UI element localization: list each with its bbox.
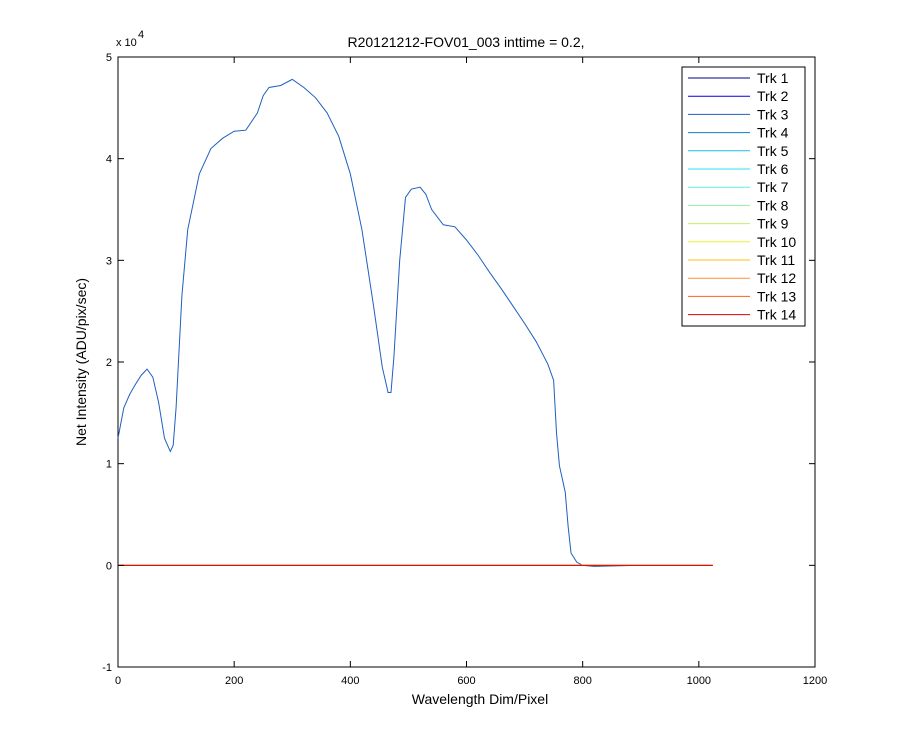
legend-label: Trk 8 xyxy=(757,197,789,213)
x-tick-label: 200 xyxy=(225,675,243,687)
legend-label: Trk 3 xyxy=(757,106,789,122)
y-tick-label: 2 xyxy=(106,357,112,369)
legend-label: Trk 13 xyxy=(757,288,796,304)
y-scale-factor: x 10 4 xyxy=(116,29,144,49)
legend-label: Trk 9 xyxy=(757,216,789,232)
x-tick-label: 0 xyxy=(115,675,121,687)
y-tick-label: 5 xyxy=(106,52,112,64)
legend-label: Trk 5 xyxy=(757,143,789,159)
legend-item: Trk 11 xyxy=(688,252,795,268)
x-tick-label: 800 xyxy=(573,675,591,687)
legend: Trk 1 Trk 2 Trk 3 Trk 4 Trk 5 Trk 6 Trk 7 Trk 8… xyxy=(681,66,806,327)
legend-item: Trk 14 xyxy=(688,307,796,323)
legend-label: Trk 10 xyxy=(757,234,796,250)
y-tick-label: 4 xyxy=(106,154,112,166)
legend-item: Trk 1 xyxy=(688,70,789,86)
legend-items: Trk 1 Trk 2 Trk 3 Trk 4 Trk 5 Trk 6 Trk 7 Trk 8… xyxy=(688,70,796,323)
y-scale-exponent: 4 xyxy=(138,29,144,41)
x-axis-label: Wavelength Dim/Pixel xyxy=(412,691,548,707)
x-tick-label: 1200 xyxy=(803,675,827,687)
legend-label: Trk 12 xyxy=(757,270,796,286)
legend-label: Trk 1 xyxy=(757,70,789,86)
legend-item: Trk 8 xyxy=(688,197,789,213)
legend-box xyxy=(681,66,806,327)
y-axis-label: Net Intensity (ADU/pix/sec) xyxy=(73,278,89,446)
legend-item: Trk 3 xyxy=(688,106,789,122)
y-tick-label: -1 xyxy=(102,662,112,674)
legend-item: Trk 12 xyxy=(688,270,796,286)
chart-title: R20121212-FOV01_003 inttime = 0.2, xyxy=(348,34,585,50)
y-tick-label: 3 xyxy=(106,255,112,267)
legend-label: Trk 14 xyxy=(757,307,796,323)
series-layer xyxy=(117,78,713,567)
legend-item: Trk 9 xyxy=(688,216,789,232)
legend-item: Trk 13 xyxy=(688,288,796,304)
series-line-3 xyxy=(117,78,713,567)
y-scale-factor-label: x 10 xyxy=(116,37,137,49)
legend-label: Trk 2 xyxy=(757,88,789,104)
y-tick-label: 0 xyxy=(106,560,112,572)
legend-item: Trk 10 xyxy=(688,234,796,250)
legend-item: Trk 4 xyxy=(688,125,789,141)
legend-label: Trk 7 xyxy=(757,179,789,195)
legend-item: Trk 6 xyxy=(688,161,789,177)
y-tick-label: 1 xyxy=(106,459,112,471)
legend-item: Trk 2 xyxy=(688,88,789,104)
x-tick-label: 600 xyxy=(457,675,475,687)
legend-label: Trk 11 xyxy=(757,252,795,268)
x-tick-label: 1000 xyxy=(687,675,711,687)
x-tick-label: 400 xyxy=(341,675,359,687)
legend-label: Trk 4 xyxy=(757,125,789,141)
legend-item: Trk 7 xyxy=(688,179,789,195)
legend-item: Trk 5 xyxy=(688,143,789,159)
legend-label: Trk 6 xyxy=(757,161,789,177)
